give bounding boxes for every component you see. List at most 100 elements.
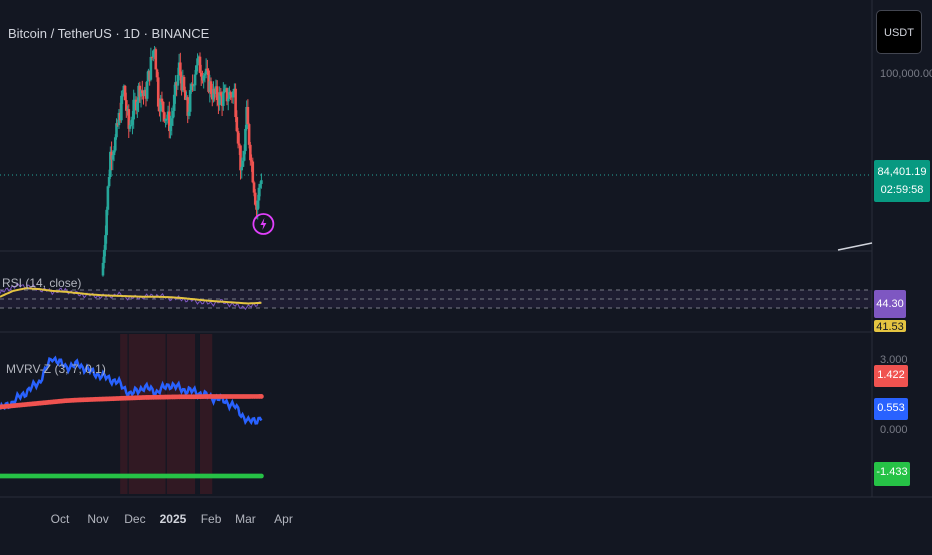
candle xyxy=(174,82,177,95)
candle xyxy=(120,95,123,121)
last-price: 84,401.19 xyxy=(877,166,927,178)
candle xyxy=(188,90,192,112)
candle xyxy=(195,65,198,75)
candle xyxy=(156,77,160,107)
currency-button[interactable]: USDT xyxy=(876,10,922,54)
mvrv-label[interactable]: MVRV-Z (3, 7, 0.1) xyxy=(6,362,106,376)
candle xyxy=(127,109,131,129)
candle xyxy=(111,155,115,160)
candle xyxy=(190,84,193,91)
candle xyxy=(237,143,241,146)
candle xyxy=(186,97,190,116)
countdown: 02:59:58 xyxy=(880,184,924,196)
candle xyxy=(128,125,132,129)
candle xyxy=(192,85,196,87)
candle xyxy=(164,118,167,121)
candle xyxy=(161,101,165,113)
candle xyxy=(191,84,194,86)
candle xyxy=(163,112,166,121)
candle xyxy=(250,160,253,162)
candle xyxy=(226,98,230,102)
mvrv-line xyxy=(0,355,263,426)
lightning-bolt-glyph xyxy=(260,218,267,230)
candle xyxy=(256,200,260,210)
upper-band-dot xyxy=(258,394,264,399)
candle xyxy=(196,58,199,66)
mvrv-zone xyxy=(166,334,196,494)
candle xyxy=(150,56,154,58)
time-tick-label: Oct xyxy=(50,512,70,526)
candle xyxy=(251,161,255,183)
candle xyxy=(165,118,169,120)
candle xyxy=(136,101,139,111)
lower-band-dot xyxy=(258,473,264,479)
candle xyxy=(204,68,208,75)
mvrv-value-badge: 0.553 xyxy=(874,398,908,420)
candle xyxy=(179,62,182,76)
candle xyxy=(104,235,107,250)
candle xyxy=(247,124,251,145)
rsi-label[interactable]: RSI (14, close) xyxy=(2,276,82,290)
candle xyxy=(229,92,232,95)
candle xyxy=(225,88,229,102)
time-tick-label: Apr xyxy=(274,512,293,526)
candle xyxy=(140,90,144,94)
candle xyxy=(257,187,261,201)
candle xyxy=(187,111,191,116)
candle xyxy=(219,92,223,96)
candle xyxy=(183,90,187,100)
candle xyxy=(244,128,247,152)
candle xyxy=(246,106,250,125)
candle xyxy=(105,209,108,236)
candle xyxy=(152,50,155,58)
candle xyxy=(218,92,221,105)
chart-title: Bitcoin / TetherUS · 1D · BINANCE xyxy=(8,26,210,41)
lightning-icon xyxy=(252,213,275,235)
candle xyxy=(239,145,242,171)
candle xyxy=(203,74,207,76)
candle xyxy=(260,180,263,184)
time-tick-label: Dec xyxy=(124,512,146,526)
candle xyxy=(215,86,219,101)
candle xyxy=(139,90,143,97)
candle xyxy=(123,85,127,101)
candle xyxy=(202,75,205,81)
candle xyxy=(170,118,174,126)
candle xyxy=(206,68,209,71)
candle xyxy=(258,183,262,188)
time-tick-label: Mar xyxy=(235,512,256,526)
candle xyxy=(242,151,246,161)
mvrv-zone xyxy=(128,334,166,494)
rsi-ma-line xyxy=(0,287,262,305)
candle xyxy=(223,89,226,93)
candle xyxy=(241,160,245,167)
candle xyxy=(222,92,225,106)
mvrv-axis-top: 3.000 xyxy=(880,354,908,364)
candle xyxy=(160,98,164,102)
candle xyxy=(129,124,133,126)
mvrv-axis-mid: 0.000 xyxy=(880,424,908,436)
candle xyxy=(240,166,244,171)
candle xyxy=(107,177,111,187)
candle xyxy=(176,74,180,86)
candle xyxy=(249,144,252,161)
candle xyxy=(182,76,186,91)
rsi-band xyxy=(0,290,872,308)
candle xyxy=(125,100,128,111)
candle xyxy=(113,137,117,151)
mvrv-zone xyxy=(199,334,213,494)
time-tick-label: Nov xyxy=(87,512,109,526)
mvrv-lower-badge: -1.433 xyxy=(874,462,910,486)
candle xyxy=(209,81,213,94)
candle xyxy=(231,91,235,98)
candle xyxy=(236,131,240,144)
candle xyxy=(109,151,112,178)
candle xyxy=(121,94,124,96)
candle xyxy=(115,123,118,138)
candle xyxy=(149,56,153,80)
candle xyxy=(132,99,135,120)
candle xyxy=(228,92,231,99)
candle xyxy=(112,150,116,156)
